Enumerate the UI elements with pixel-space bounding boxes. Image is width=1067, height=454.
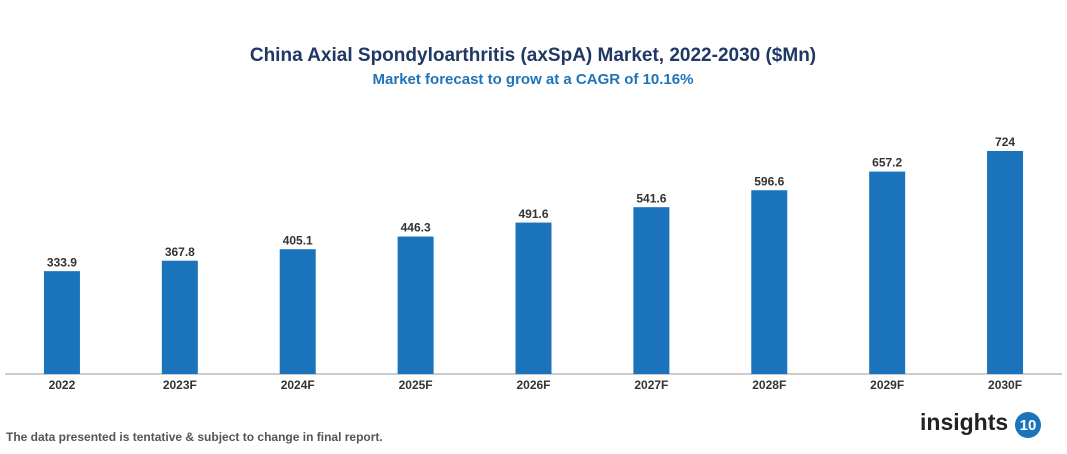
x-tick-label: 2024F — [281, 378, 315, 392]
x-tick-label: 2029F — [870, 378, 904, 392]
chart-subtitle: Market forecast to grow at a CAGR of 10.… — [373, 71, 694, 88]
value-label: 333.9 — [47, 255, 77, 269]
x-tick-label: 2023F — [163, 378, 197, 392]
chart-title: China Axial Spondyloarthritis (axSpA) Ma… — [250, 45, 816, 66]
bar — [869, 171, 906, 374]
value-label: 541.6 — [636, 191, 666, 205]
logo-badge — [1015, 412, 1041, 438]
value-label: 596.6 — [754, 174, 784, 188]
value-label: 724 — [995, 135, 1015, 149]
value-label: 446.3 — [401, 221, 431, 235]
x-tick-label: 2027F — [634, 378, 668, 392]
logo-badge-text: 10 — [1020, 417, 1037, 434]
bar — [751, 190, 788, 374]
x-tick-label: 2030F — [988, 378, 1022, 392]
bar — [43, 271, 80, 374]
bar — [515, 222, 552, 374]
x-tick-label: 2022 — [49, 378, 76, 392]
bar — [397, 236, 434, 374]
x-tick-label: 2026F — [516, 378, 550, 392]
bar — [633, 207, 670, 374]
bar — [279, 249, 316, 374]
value-label: 405.1 — [283, 233, 313, 247]
x-tick-label: 2025F — [399, 378, 433, 392]
value-label: 491.6 — [518, 207, 548, 221]
bar — [161, 260, 198, 374]
x-tick-label: 2028F — [752, 378, 786, 392]
logo-text: insights — [920, 409, 1008, 435]
value-label: 367.8 — [165, 245, 195, 259]
bar — [987, 151, 1024, 374]
footnote: The data presented is tentative & subjec… — [6, 430, 383, 444]
value-label: 657.2 — [872, 156, 902, 170]
